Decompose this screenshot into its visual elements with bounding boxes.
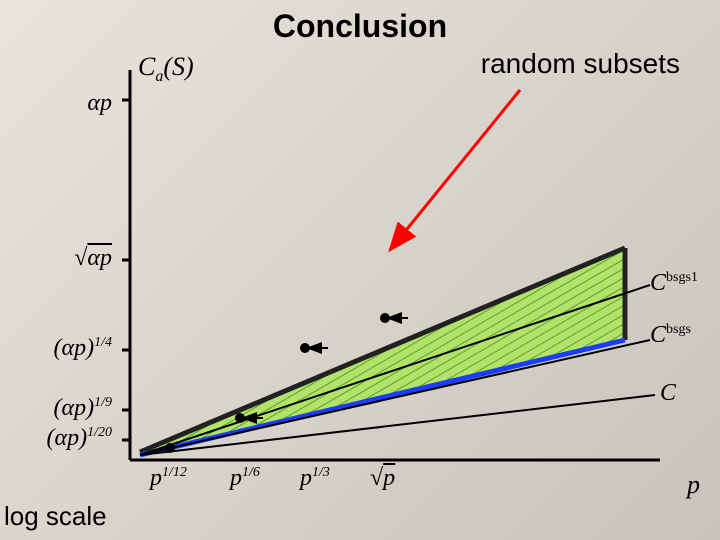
xtick: √p <box>370 465 395 492</box>
logscale-label: log scale <box>4 501 107 532</box>
x-axis-label-p: p <box>687 470 700 500</box>
ytick: √αp <box>74 245 112 272</box>
xtick: p1/3 <box>300 465 330 492</box>
curve-label: C <box>660 380 676 407</box>
curve-label: Cbsgs1 <box>650 270 698 297</box>
xtick: p1/6 <box>230 465 260 492</box>
page-title: Conclusion <box>273 8 447 45</box>
ytick: (αp)1/20 <box>47 425 112 452</box>
curve-label: Cbsgs <box>650 322 691 349</box>
ytick: (αp)1/4 <box>54 335 112 362</box>
ytick: αp <box>87 90 112 117</box>
chart-svg <box>120 60 680 510</box>
xtick: p1/12 <box>150 465 187 492</box>
ytick: (αp)1/9 <box>54 395 112 422</box>
chart-area: Ca(S) p |S| αp√αp(αp)1/4(αp)1/9(αp)1/20p… <box>120 60 680 510</box>
